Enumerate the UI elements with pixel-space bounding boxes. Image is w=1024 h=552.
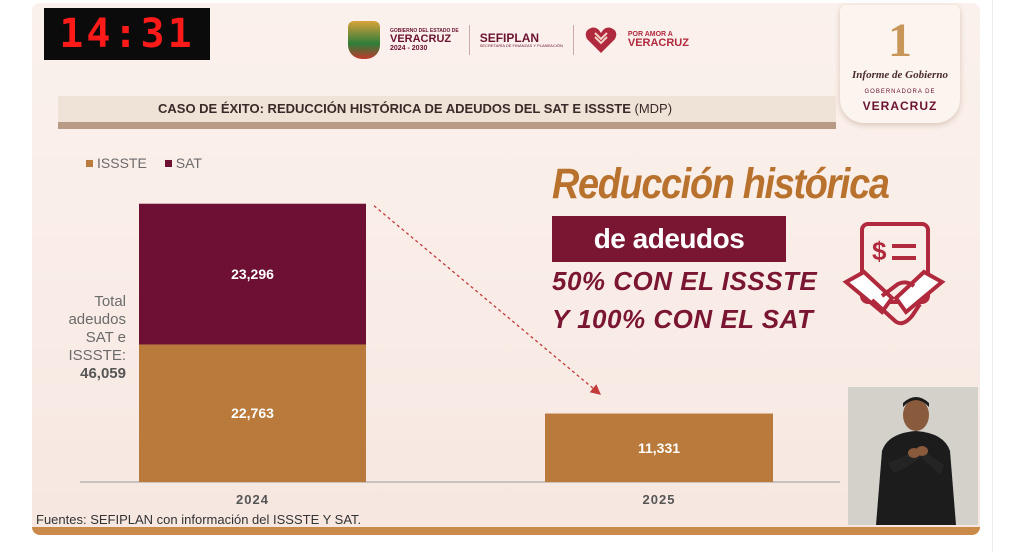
- total-line: adeudos: [68, 311, 126, 328]
- headline-banner: de adeudos: [552, 216, 786, 262]
- sefiplan-logo-name: SEFIPLAN: [479, 31, 540, 45]
- informe-number: 1: [888, 14, 912, 67]
- legend-item-sat: SAT: [164, 155, 202, 171]
- legend-swatch-sat: [164, 159, 172, 167]
- sefiplan-logo: SEFIPLAN SECRETARÍA DE FINANZAS Y PLANEA…: [480, 32, 563, 48]
- government-logo-years: 2024 - 2030: [390, 44, 428, 52]
- legend-item-issste: ISSSTE: [86, 155, 147, 171]
- headline-issste: 50% CON EL ISSSTE: [552, 266, 818, 296]
- slide-title-text: CASO DE ÉXITO: REDUCCIÓN HISTÓRICA DE AD…: [158, 101, 631, 116]
- legend-label-sat: SAT: [175, 155, 202, 171]
- headline-title: Reducción histórica: [552, 160, 890, 208]
- sign-language-interpreter: [848, 387, 978, 525]
- bar-issste-2025: [545, 413, 773, 482]
- legend-swatch-issste: [86, 159, 93, 167]
- government-logo-small: GOBIERNO DEL ESTADO DE: [390, 27, 459, 34]
- svg-text:$: $: [872, 236, 887, 266]
- total-debt-label: Total adeudos SAT e ISSSTE: 46,059: [48, 293, 126, 383]
- bar-sat-2024: [139, 203, 366, 345]
- state-seal-icon: [348, 21, 380, 59]
- bar-issste-2024: [139, 344, 366, 482]
- legend-label-issste: ISSSTE: [97, 155, 147, 171]
- government-logo-name: VERACRUZ: [390, 32, 452, 45]
- handshake-invoice-icon: $: [842, 220, 946, 338]
- slide-title: CASO DE ÉXITO: REDUCCIÓN HISTÓRICA DE AD…: [158, 96, 672, 122]
- sources-footnote: Fuentes: SEFIPLAN con información del IS…: [36, 512, 362, 527]
- slide-title-unit: (MDP): [634, 101, 673, 116]
- trend-arrow: [373, 205, 601, 395]
- total-line: SAT e: [85, 329, 126, 346]
- government-logos: GOBIERNO DEL ESTADO DE VERACRUZ 2024 - 2…: [348, 20, 689, 60]
- informe-state: VERACRUZ: [862, 99, 938, 113]
- bar-value-label: 11,331: [638, 440, 680, 456]
- x-tick-label: 2024: [236, 492, 269, 507]
- total-value: 46,059: [80, 365, 126, 382]
- bar-value-label: 23,296: [231, 266, 274, 282]
- slide-header: CASO DE ÉXITO: REDUCCIÓN HISTÓRICA DE AD…: [58, 96, 836, 129]
- amor-logo-small: POR AMOR A: [627, 31, 673, 38]
- amor-logo-name: VERACRUZ: [627, 37, 689, 49]
- logo-divider: [572, 25, 574, 55]
- total-line: ISSSTE:: [68, 347, 126, 364]
- amor-logo: POR AMOR A VERACRUZ: [628, 31, 689, 49]
- informe-title: Informe de Gobierno: [852, 69, 948, 81]
- heart-logo-icon: [584, 25, 618, 55]
- government-logo: GOBIERNO DEL ESTADO DE VERACRUZ 2024 - 2…: [390, 27, 459, 52]
- headline-sat: Y 100% CON EL SAT: [552, 304, 814, 334]
- informe-subtitle: GOBERNADORA DE: [864, 89, 936, 95]
- clock-display: 14:31: [44, 8, 210, 60]
- x-tick-label: 2025: [643, 492, 676, 507]
- total-line: Total: [94, 293, 126, 310]
- page-edge: [992, 0, 1024, 552]
- sefiplan-logo-sub: SECRETARÍA DE FINANZAS Y PLANEACIÓN: [479, 43, 563, 48]
- chart-legend: ISSSTE SAT: [86, 155, 202, 171]
- logo-divider: [468, 25, 470, 55]
- bar-value-label: 22,763: [231, 405, 274, 421]
- informe-badge: 1 Informe de Gobierno GOBERNADORA DE VER…: [840, 5, 960, 123]
